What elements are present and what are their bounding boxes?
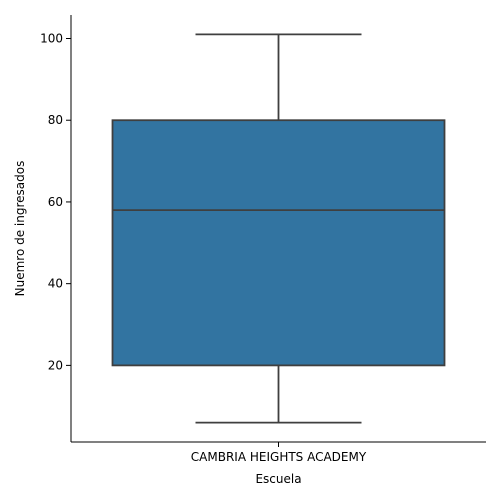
y-tick-label: 100 <box>40 31 63 45</box>
iqr-box <box>111 119 446 367</box>
x-axis-label: Escuela <box>255 472 301 486</box>
plot-marks <box>111 33 446 424</box>
y-axis-label: Nuemro de ingresados <box>13 161 27 297</box>
y-axis-ticks: 20 40 60 80 100 <box>40 31 71 372</box>
y-tick-label: 60 <box>48 195 63 209</box>
y-tick-label: 80 <box>48 113 63 127</box>
x-axis-ticks: CAMBRIA HEIGHTS ACADEMY <box>191 442 367 464</box>
y-tick-label: 40 <box>48 277 63 291</box>
y-tick-label: 20 <box>48 358 63 372</box>
x-tick-label: CAMBRIA HEIGHTS ACADEMY <box>191 450 367 464</box>
